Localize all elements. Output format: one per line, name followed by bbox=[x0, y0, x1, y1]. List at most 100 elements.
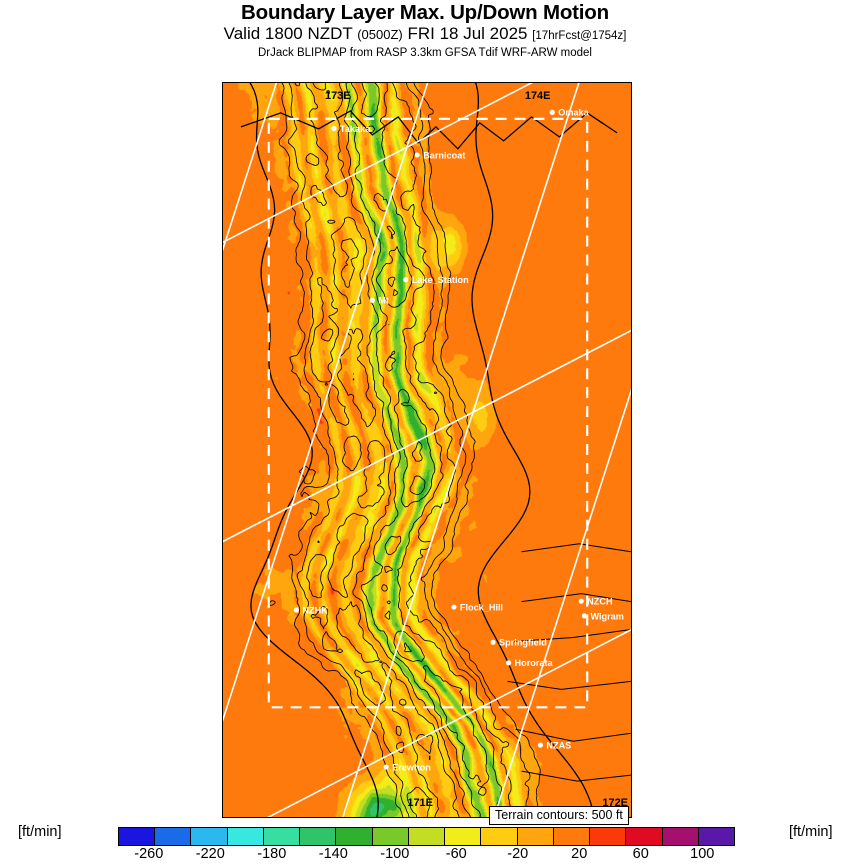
colorbar-swatch bbox=[516, 828, 553, 845]
city-label: NZHK bbox=[302, 605, 328, 615]
valid-time-prefix: Valid 1800 NZDT bbox=[223, 24, 353, 43]
city-label: NZAS bbox=[546, 740, 571, 750]
graticule-label: 174E bbox=[525, 90, 551, 102]
coastline bbox=[471, 83, 595, 817]
colorbar-swatch bbox=[226, 828, 263, 845]
graticule-label: 171E bbox=[407, 797, 433, 809]
terrain-contour-legend: Terrain contours: 500 ft bbox=[489, 806, 629, 825]
colorbar-tick-label: -20 bbox=[507, 846, 529, 862]
valid-date: FRI 18 Jul 2025 bbox=[407, 24, 528, 43]
coastline-north bbox=[240, 110, 618, 150]
parallel-line bbox=[223, 83, 533, 244]
city-dot-icon bbox=[581, 613, 588, 619]
city-dot-icon bbox=[383, 764, 389, 770]
city-marker[interactable]: Barnicoat bbox=[414, 150, 466, 160]
city-dot-icon bbox=[331, 125, 337, 132]
forecast-tag: [17hrFcst@1754z] bbox=[532, 30, 627, 42]
vertical-motion-raster bbox=[223, 83, 631, 817]
model-line: DrJack BLIPMAP from RASP 3.3km GFSA Tdif… bbox=[257, 47, 592, 59]
colorbar-swatch bbox=[589, 828, 626, 845]
colorbar-swatch bbox=[625, 828, 662, 845]
colorbar-strip[interactable] bbox=[118, 827, 735, 846]
city-label: Takaka bbox=[340, 124, 371, 134]
city-marker[interactable]: NZHK bbox=[293, 605, 328, 615]
colorbar-tick-label: -260 bbox=[134, 846, 164, 862]
inner-domain-rect bbox=[267, 117, 589, 709]
meridian-line bbox=[342, 83, 580, 817]
colorbar-unit-right: [ft/min] bbox=[789, 824, 833, 840]
city-marker-layer: Takaka Omaka Barnicoat Lake_Station Mt NZHK Fl… bbox=[293, 108, 624, 772]
coastline-layer bbox=[240, 83, 631, 817]
colorbar-tick-labels: -260 -220 -180 -140 -100 -60 -20 20 60 100 bbox=[118, 846, 733, 864]
city-dot-icon bbox=[414, 152, 420, 158]
city-marker[interactable]: NZAS bbox=[537, 740, 571, 750]
city-label: Wigram bbox=[590, 611, 623, 621]
city-dot-icon bbox=[537, 742, 544, 748]
city-dot-icon bbox=[451, 604, 457, 610]
map-panel[interactable]: Takaka Omaka Barnicoat Lake_Station Mt NZHK Fl… bbox=[222, 82, 632, 818]
city-label: Erewhon bbox=[392, 762, 431, 772]
city-dot-icon bbox=[549, 109, 555, 115]
city-marker[interactable]: NZCH bbox=[578, 597, 613, 607]
meridian-line bbox=[493, 388, 631, 817]
meridian-line bbox=[223, 83, 429, 722]
city-marker[interactable]: Flock_Hill bbox=[451, 602, 503, 612]
colorbar-tick-label: -220 bbox=[195, 846, 225, 862]
terrain-contour-layer bbox=[268, 83, 546, 817]
colorbar-swatch bbox=[190, 828, 227, 845]
colorbar-area: [ft/min] -260 -220 -180 -140 -100 -60 -20 20 60 1… bbox=[0, 820, 850, 862]
parallel-line bbox=[223, 329, 631, 543]
terrain-contour-lines bbox=[268, 83, 546, 817]
coastline bbox=[249, 83, 379, 817]
colorbar-tick-label: 20 bbox=[571, 846, 588, 862]
city-label: Omaka bbox=[558, 108, 589, 118]
city-label: Mt bbox=[378, 296, 389, 306]
city-marker[interactable]: Takaka bbox=[331, 124, 371, 134]
title-block: Boundary Layer Max. Up/Down Motion Valid… bbox=[0, 2, 850, 61]
city-marker[interactable]: Mt bbox=[369, 296, 389, 306]
city-marker[interactable]: Erewhon bbox=[383, 762, 432, 772]
colorbar-swatch bbox=[444, 828, 481, 845]
city-marker[interactable]: Lake_Station bbox=[403, 275, 469, 285]
inner-domain-box bbox=[267, 117, 589, 709]
colorbar-swatch bbox=[697, 828, 734, 845]
city-label: NZCH bbox=[587, 597, 612, 607]
city-marker[interactable]: Omaka bbox=[549, 108, 590, 118]
graticule-label: 172E bbox=[602, 797, 628, 809]
colorbar-swatch bbox=[407, 828, 445, 845]
city-marker[interactable]: Hororata bbox=[506, 658, 554, 668]
colorbar-tick-label: -100 bbox=[380, 846, 410, 862]
colorbar-swatch bbox=[661, 828, 698, 845]
colorbar-swatch bbox=[299, 828, 336, 845]
colorbar-unit-left: [ft/min] bbox=[18, 824, 62, 840]
page-title: Boundary Layer Max. Up/Down Motion bbox=[241, 1, 609, 24]
colorbar-swatch bbox=[262, 828, 300, 845]
meridian-line bbox=[223, 83, 278, 252]
vertical-motion-field bbox=[223, 83, 631, 817]
city-label: Flock_Hill bbox=[460, 602, 503, 612]
colorbar-swatch bbox=[119, 828, 155, 845]
city-label: Springfield bbox=[499, 638, 547, 648]
valid-time-utc: (0500Z) bbox=[357, 27, 403, 42]
colorbar-tick-label: -140 bbox=[318, 846, 348, 862]
city-dot-icon bbox=[578, 598, 584, 604]
city-label: Hororata bbox=[515, 658, 554, 668]
colorbar-swatch bbox=[154, 828, 191, 845]
city-dot-icon bbox=[369, 297, 375, 303]
graticule-label: 173E bbox=[325, 90, 351, 102]
city-dot-icon bbox=[403, 277, 409, 283]
city-label: Barnicoat bbox=[423, 150, 465, 160]
lat-lon-graticule bbox=[223, 83, 631, 817]
colorbar-tick-label: 60 bbox=[632, 846, 649, 862]
city-label: Lake_Station bbox=[412, 275, 469, 285]
valid-time-line: Valid 1800 NZDT (0500Z) FRI 18 Jul 2025 … bbox=[0, 24, 850, 46]
colorbar-tick-label: 100 bbox=[690, 846, 715, 862]
city-marker[interactable]: Springfield bbox=[490, 638, 547, 648]
colorbar-tick-label: -180 bbox=[257, 846, 287, 862]
city-dot-icon bbox=[293, 607, 300, 613]
colorbar-tick-label: -60 bbox=[445, 846, 467, 862]
city-marker[interactable]: Wigram bbox=[581, 611, 624, 621]
colorbar-swatch bbox=[371, 828, 408, 845]
colorbar-swatch bbox=[480, 828, 517, 845]
